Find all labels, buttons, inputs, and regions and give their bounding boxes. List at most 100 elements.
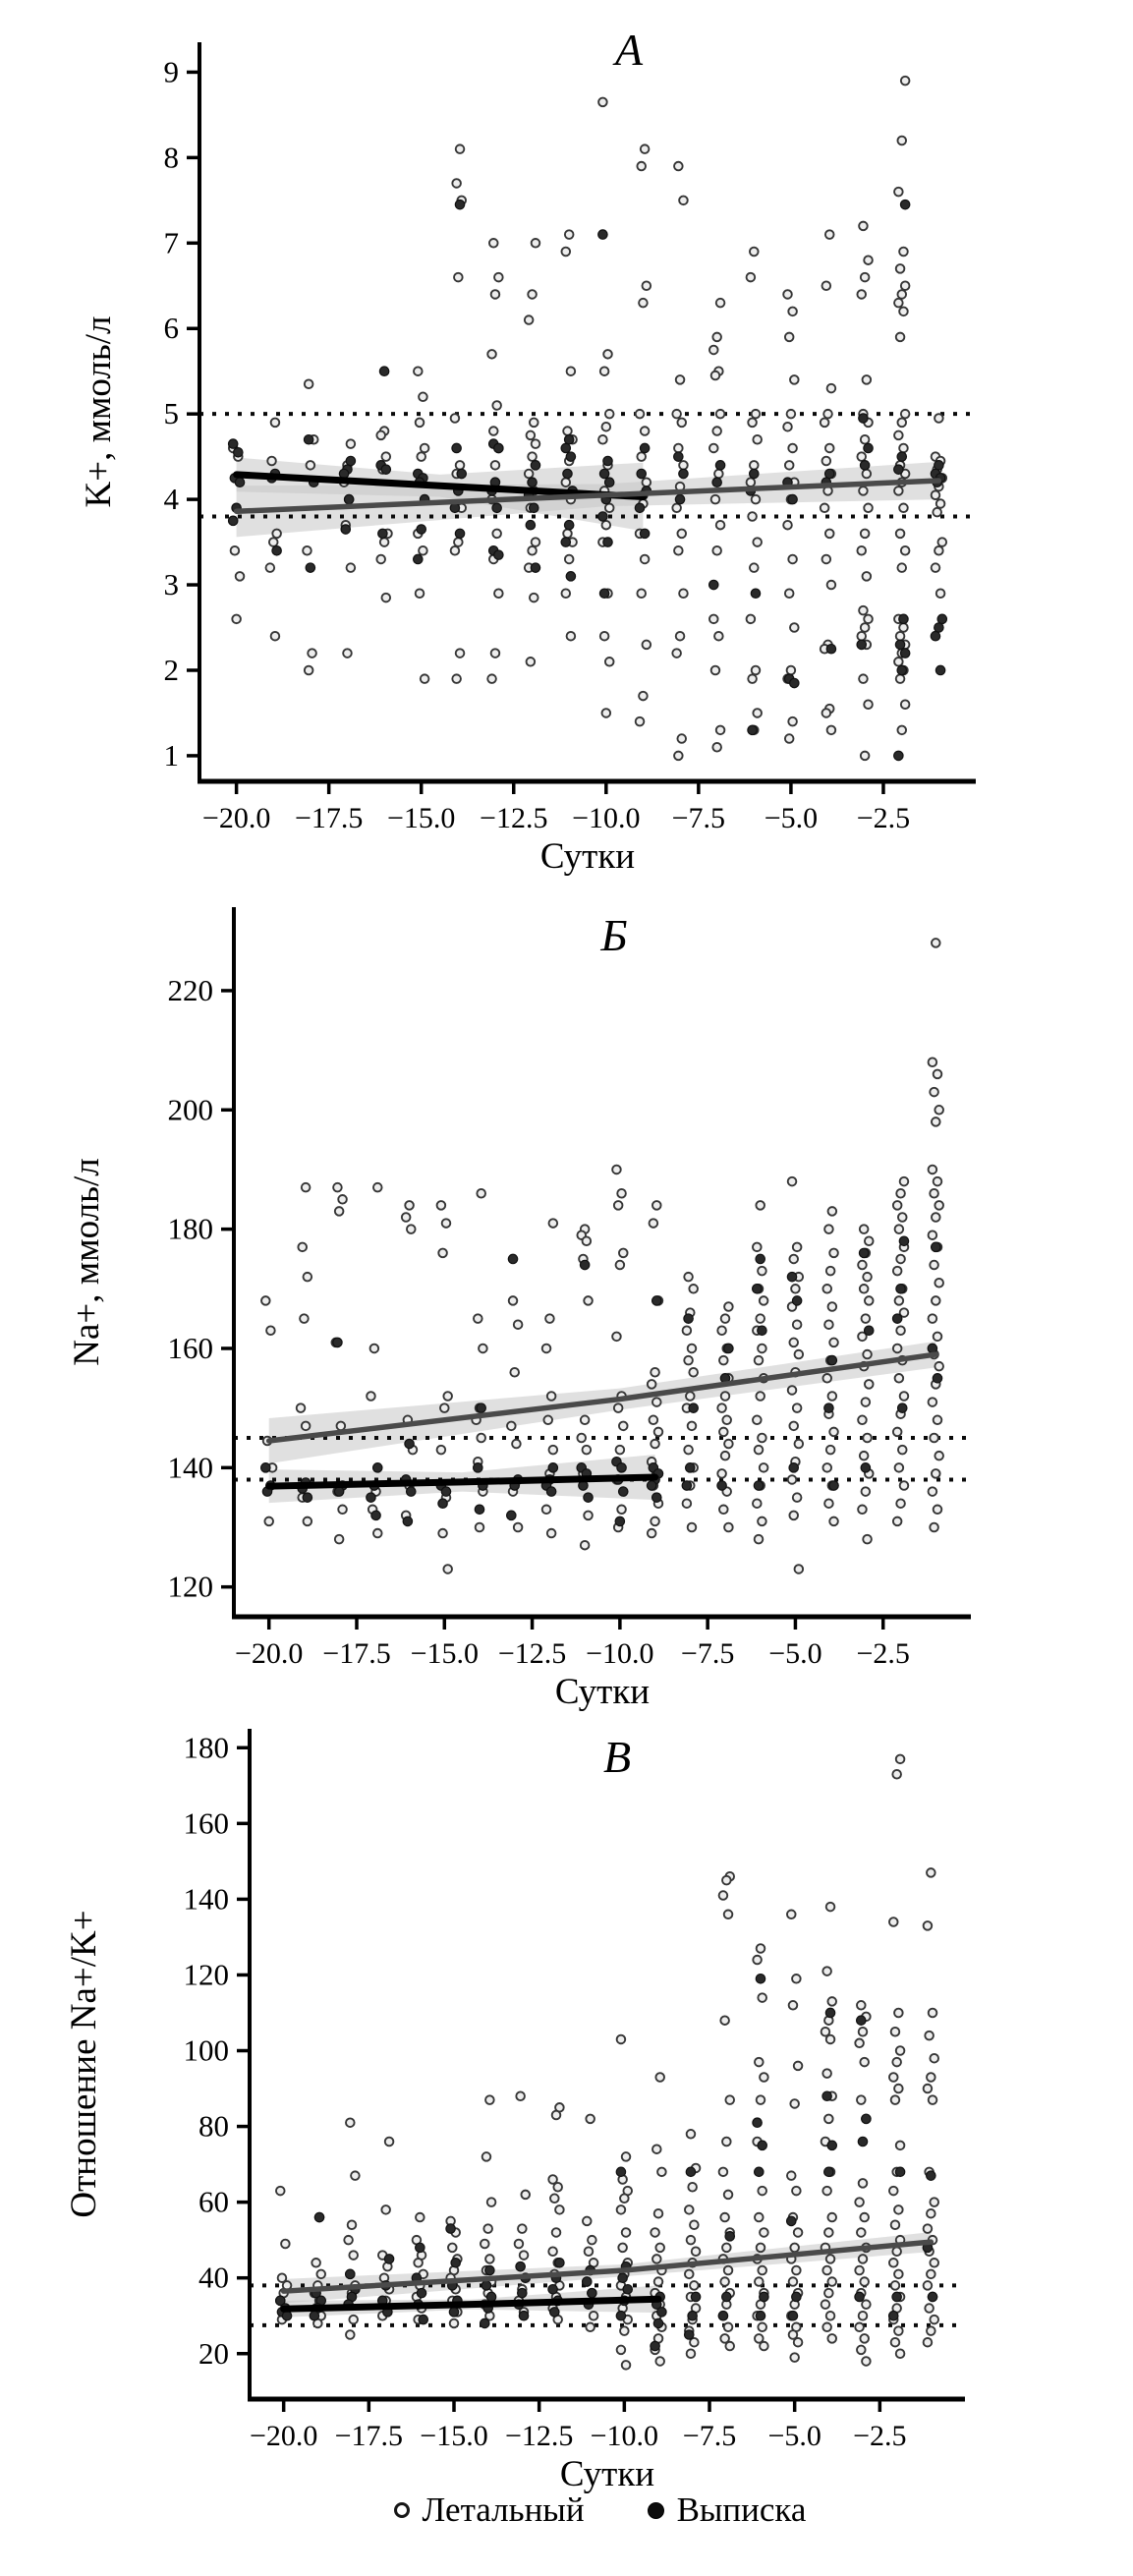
x-tick-label: −15.0 [411,1637,479,1670]
point-lethal [898,502,909,514]
point-lethal [276,2272,288,2283]
point-lethal [545,1391,557,1402]
point-lethal [929,1259,939,1271]
point-lethal [857,1504,868,1516]
point-lethal [476,1187,486,1199]
point-lethal [859,2211,870,2223]
point-lethal [375,429,386,441]
point-lethal [893,297,904,309]
point-lethal [562,426,573,436]
point-lethal [603,657,615,667]
point-lethal [683,1354,694,1366]
point-lethal [234,571,246,582]
point-lethal [863,613,874,625]
point-lethal [747,417,758,429]
point-lethal [709,370,721,381]
point-lethal [927,1057,938,1067]
x-tick-label: −12.5 [505,2420,573,2452]
point-lethal [485,2197,497,2207]
point-lethal [714,408,726,420]
point-discharge [615,2310,627,2321]
point-lethal [935,588,946,599]
y-tick-label: 180 [168,1212,214,1246]
x-tick-label: −2.5 [857,802,910,834]
point-lethal [651,1200,662,1211]
point-lethal [888,2072,899,2083]
x-tick-label: −15.0 [387,802,455,834]
point-lethal [671,502,682,514]
point-lethal [614,1444,626,1456]
point-lethal [641,280,652,292]
point-lethal [922,2280,934,2291]
point-lethal [550,2109,562,2121]
point-lethal [454,460,466,471]
point-lethal [898,246,909,258]
point-lethal [754,2056,765,2068]
point-discharge [515,2261,526,2272]
point-lethal [758,1462,769,1473]
point-lethal [540,1343,552,1354]
point-lethal [650,1516,660,1527]
point-lethal [711,545,722,556]
point-lethal [927,2007,938,2019]
point-discharge [309,2310,320,2321]
point-lethal [348,2250,359,2261]
point-discharge [752,1284,763,1294]
point-lethal [454,648,466,658]
point-lethal [823,2227,834,2238]
point-lethal [787,2000,799,2011]
y-tick-label: 140 [168,1450,214,1484]
point-lethal [824,2254,836,2264]
point-discharge [639,528,651,540]
point-lethal [824,2310,836,2321]
point-lethal [654,2356,665,2367]
point-lethal [435,1444,447,1456]
point-lethal [350,2170,361,2181]
point-lethal [824,1901,836,1913]
point-lethal [489,648,501,658]
point-lethal [639,553,651,565]
point-discharge [445,2223,456,2234]
point-lethal [789,2098,800,2109]
point-lethal [895,1253,906,1265]
point-lethal [654,2242,665,2254]
point-lethal [639,143,651,154]
point-lethal [651,2144,662,2154]
point-lethal [859,434,871,445]
point-lethal [615,2204,627,2215]
point-discharge [825,643,837,655]
point-lethal [542,1414,553,1426]
point-lethal [757,1265,767,1277]
point-lethal [893,1224,905,1234]
trend-line-discharge [265,1473,659,1490]
point-discharge [587,2287,597,2299]
point-lethal [302,545,312,556]
point-discharge [898,1235,910,1247]
point-lethal [540,1504,552,1516]
point-lethal [825,382,837,394]
point-lethal [419,442,430,454]
point-discharge [454,199,466,210]
point-lethal [484,2254,495,2264]
point-lethal [295,1402,307,1413]
point-lethal [263,1516,274,1527]
point-discharge [493,549,504,560]
point-lethal [788,1337,799,1348]
point-lethal [791,1402,803,1413]
point-lethal [889,2219,901,2231]
point-lethal [922,2336,934,2348]
point-lethal [858,1224,870,1234]
point-discharge [554,2257,565,2268]
point-lethal [406,1224,417,1234]
point-discharge [579,1259,591,1271]
point-discharge [602,455,613,467]
point-lethal [683,1271,694,1283]
point-lethal [619,2325,630,2336]
point-lethal [600,708,612,718]
point-lethal [789,2352,800,2363]
point-lethal [894,673,906,684]
point-lethal [929,2258,939,2268]
point-discharge [863,442,874,454]
point-lethal [863,502,874,514]
point-lethal [307,648,317,658]
